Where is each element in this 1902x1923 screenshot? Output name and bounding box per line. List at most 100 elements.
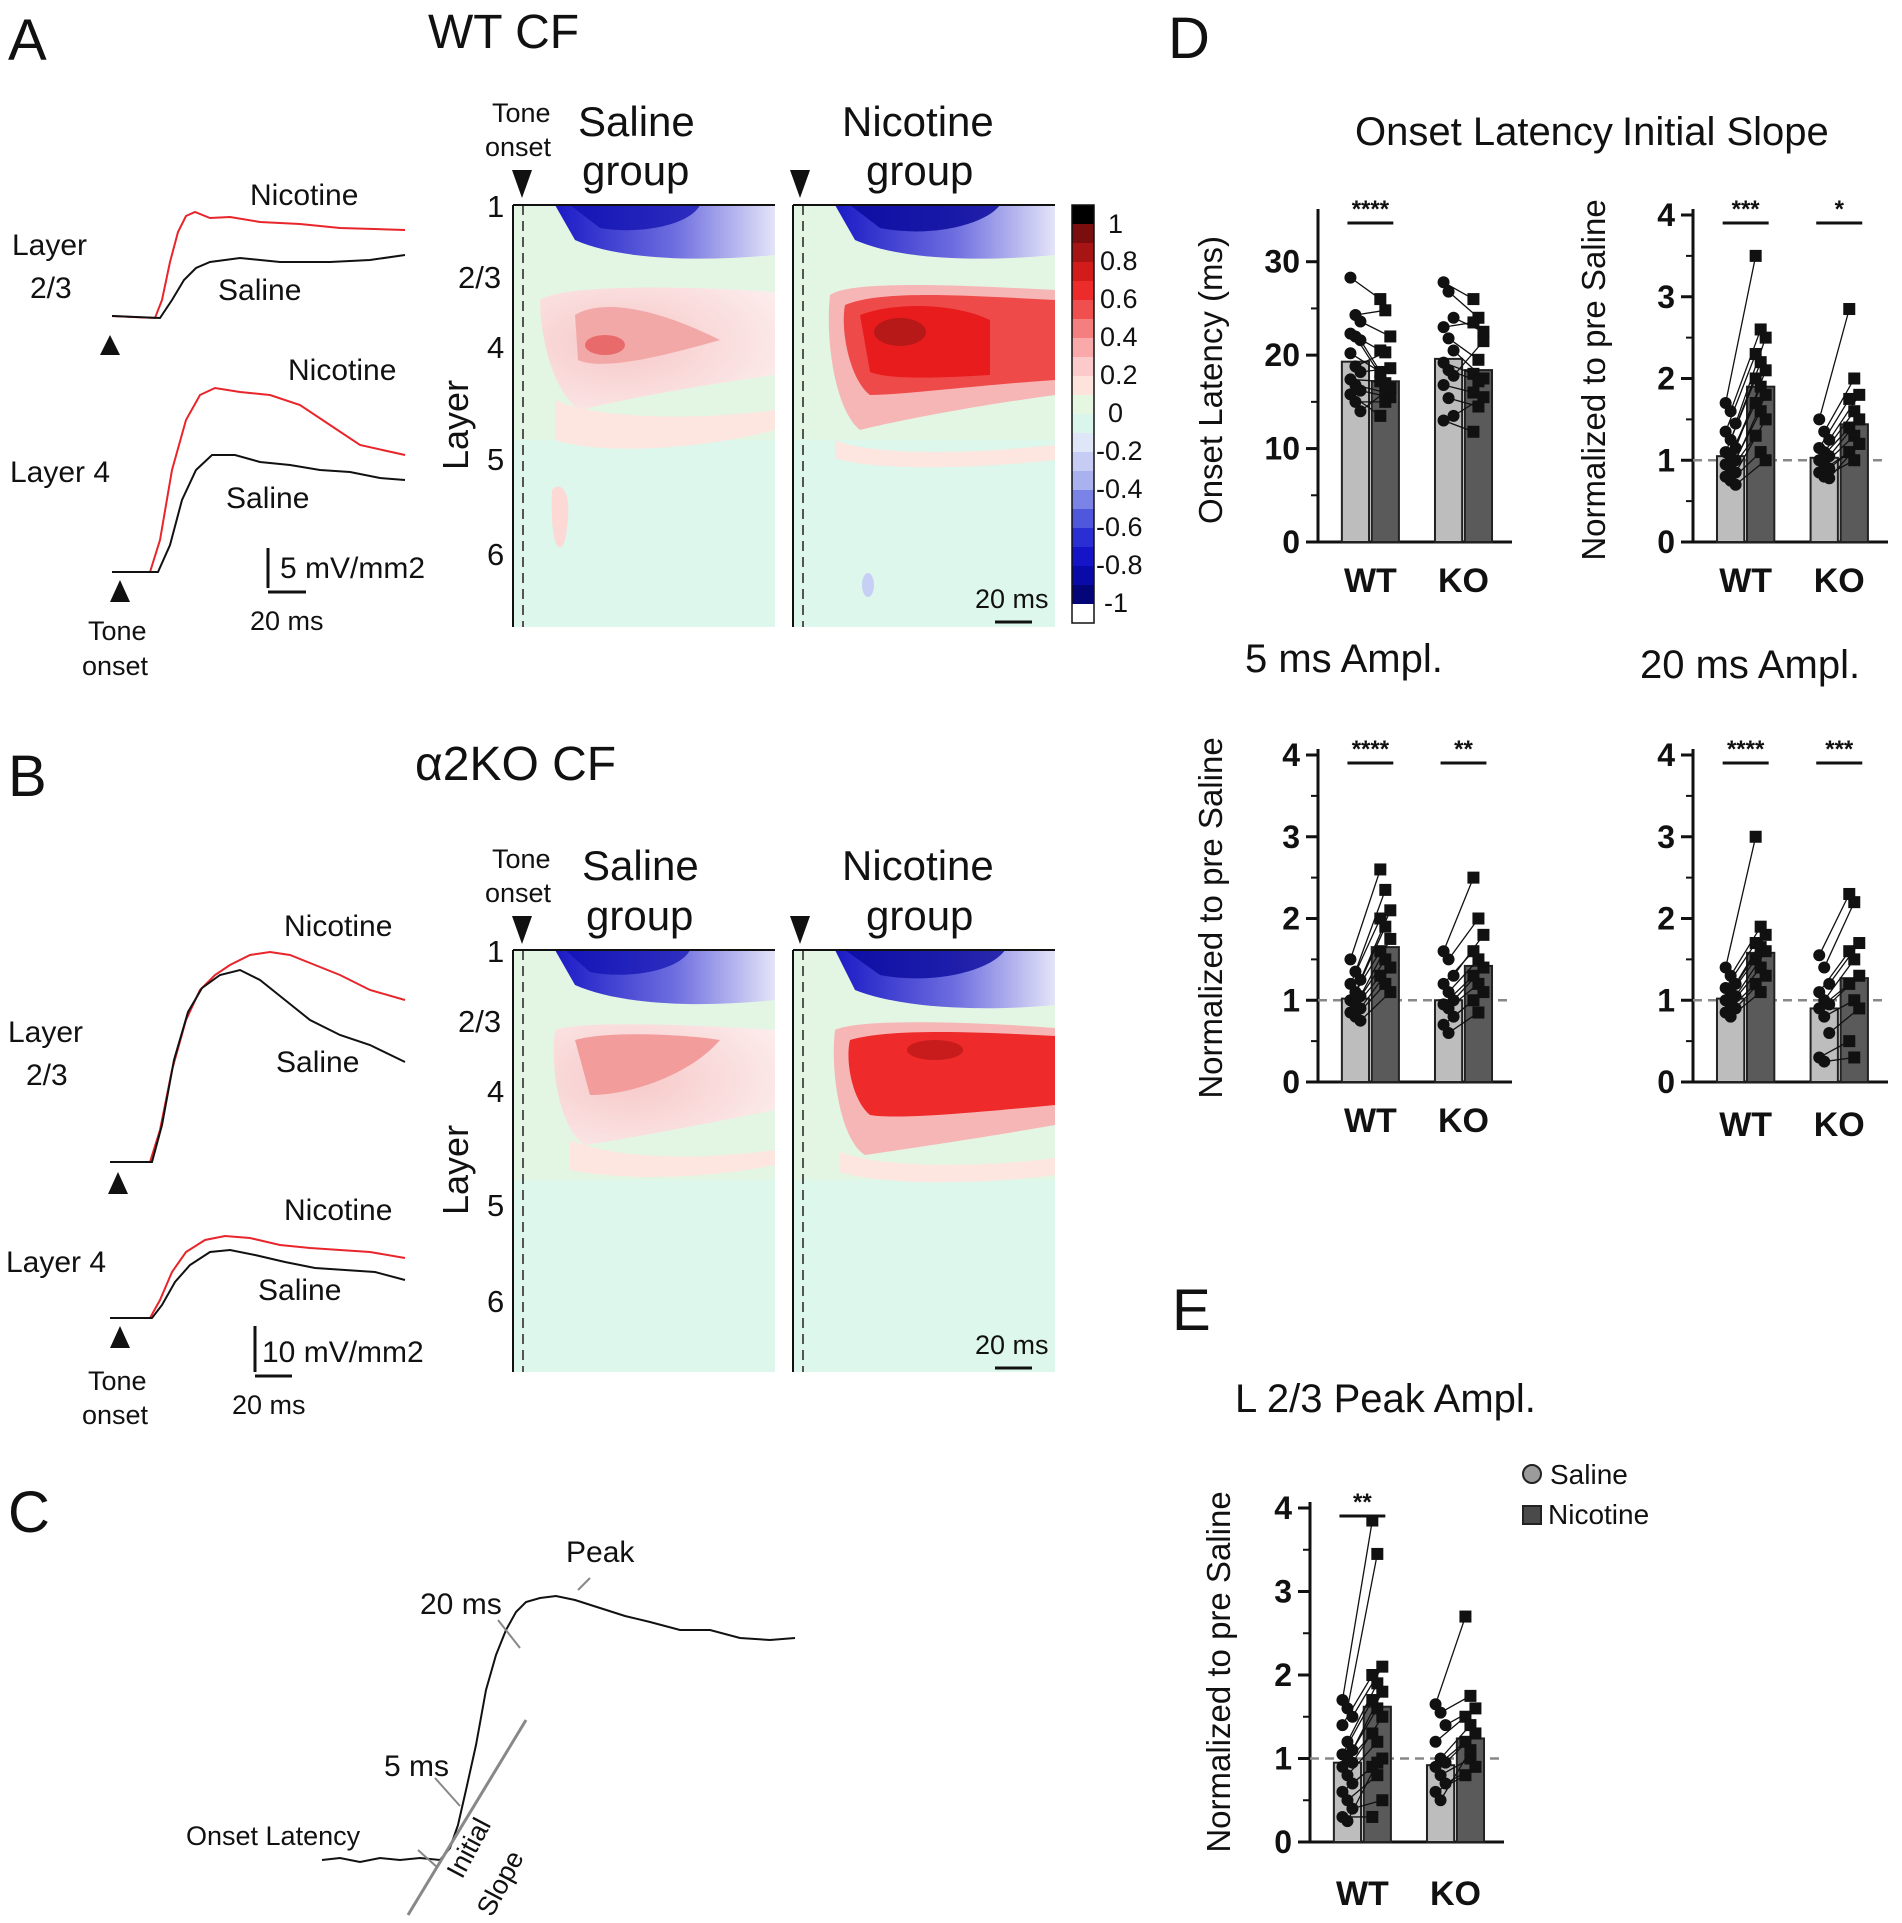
b-l4-nicotine-label: Nicotine <box>284 1194 392 1227</box>
point-saline <box>1818 1055 1831 1068</box>
a-heatmap-saline <box>512 204 775 627</box>
pair-line <box>1440 1749 1471 1801</box>
pair-line <box>1725 836 1757 968</box>
point-nicotine <box>1848 454 1861 467</box>
y-tick-label: 4 <box>1657 197 1675 233</box>
b-nicotine-group-line2: group <box>866 892 973 939</box>
point-nicotine <box>1384 362 1397 375</box>
pair-line <box>1730 967 1762 1005</box>
point-nicotine <box>1749 249 1762 262</box>
point-nicotine <box>1379 395 1392 408</box>
a-l23-nicotine-trace <box>111 210 406 320</box>
point-nicotine <box>1467 316 1480 329</box>
x-category-ko: KO <box>1438 562 1489 600</box>
point-nicotine <box>1759 413 1772 426</box>
point-nicotine <box>1853 388 1866 401</box>
pair-line <box>1818 893 1850 956</box>
b-l4-saline-label: Saline <box>258 1274 341 1307</box>
point-nicotine <box>1848 372 1861 385</box>
point-nicotine <box>1853 937 1866 950</box>
panel-letter-d: D <box>1168 6 1210 71</box>
pair-line <box>1823 958 1855 1001</box>
y-tick-label: 3 <box>1274 1574 1292 1610</box>
point-nicotine <box>1749 830 1762 843</box>
legend-saline-marker <box>1522 1464 1542 1484</box>
pair-line <box>1730 329 1762 412</box>
a-nicotine-group-line1: Nicotine <box>842 98 994 145</box>
cb-tick-m08: -0.8 <box>1096 550 1143 580</box>
point-nicotine <box>1472 400 1485 413</box>
pair-line <box>1724 255 1757 404</box>
pair-line <box>1341 1699 1373 1755</box>
legend-saline-label: Saline <box>1550 1459 1628 1490</box>
panel-letter-c: C <box>8 1480 50 1545</box>
point-saline <box>1447 344 1460 357</box>
panel-a-title: WT CF <box>428 6 579 59</box>
point-nicotine <box>1472 353 1485 366</box>
point-nicotine <box>1459 1610 1472 1623</box>
point-saline <box>1823 472 1836 485</box>
chart-title: 5 ms Ampl. <box>1245 637 1443 681</box>
c-example-trace <box>321 1594 796 1864</box>
a-layer-tick-1: 1 <box>487 189 504 224</box>
cb-tick-m06: -0.6 <box>1096 512 1143 542</box>
panel-b: B α2KO CF Layer 2/3 Nicotine Saline Laye… <box>6 738 1055 1430</box>
point-saline <box>1724 405 1737 418</box>
b-trace-layer23-line1: Layer <box>8 1016 83 1049</box>
point-saline <box>1437 414 1450 427</box>
point-nicotine <box>1472 375 1485 388</box>
pair-line <box>1341 1520 1373 1701</box>
a-tone-onset-line2: onset <box>82 651 149 681</box>
point-nicotine <box>1843 1035 1856 1048</box>
point-nicotine <box>1469 1727 1482 1740</box>
c-onset-latency-label: Onset Latency <box>186 1821 361 1851</box>
pair-line <box>1725 958 1757 1001</box>
point-saline <box>1729 478 1742 491</box>
significance-stars: ** <box>1353 1489 1372 1516</box>
point-nicotine <box>1853 1002 1866 1015</box>
b-layer-axis-title: Layer <box>435 1125 476 1215</box>
b-l23-saline-trace <box>110 968 406 1163</box>
b-layer-tick-23: 2/3 <box>458 1004 501 1039</box>
pair-line <box>1823 378 1855 432</box>
b-tone-onset-hm-line2: onset <box>485 878 552 908</box>
point-saline <box>1349 395 1362 408</box>
point-nicotine <box>1371 1735 1384 1748</box>
point-nicotine <box>1843 303 1856 316</box>
point-saline <box>1813 413 1826 426</box>
y-tick-label: 1 <box>1282 982 1300 1018</box>
y-tick-label: 1 <box>1274 1741 1292 1777</box>
point-nicotine <box>1376 1685 1389 1698</box>
point-saline <box>1447 311 1460 324</box>
chart-initial-slope: Initial Slope 0 1 2 3 4 Normalized to pre Sali… <box>1575 110 1888 600</box>
y-tick-label: 4 <box>1657 737 1675 773</box>
point-saline <box>1341 1815 1354 1828</box>
pair-line <box>1448 918 1479 960</box>
pair-line <box>1354 926 1386 993</box>
a-hm-tone-arrow-saline <box>512 170 532 198</box>
significance-stars: ** <box>1454 736 1473 763</box>
c-tick-5ms <box>434 1777 461 1807</box>
b-trace-layer23-line2: 2/3 <box>26 1059 68 1092</box>
cb-tick-06: 0.6 <box>1100 284 1138 314</box>
a-layer-tick-4: 4 <box>487 330 504 365</box>
point-saline <box>1344 953 1357 966</box>
a-l4-tone-arrow <box>110 580 130 602</box>
point-nicotine <box>1853 969 1866 982</box>
b-tone-onset-hm-line1: Tone <box>492 844 551 874</box>
cb-tick-m04: -0.4 <box>1096 474 1143 504</box>
b-l4-nicotine-trace <box>110 1234 406 1319</box>
legend-nicotine-label: Nicotine <box>1548 1499 1649 1530</box>
x-category-wt: WT <box>1344 562 1397 600</box>
y-tick-label: 3 <box>1657 279 1675 315</box>
a-nicotine-group-line2: group <box>866 147 973 194</box>
point-nicotine <box>1379 346 1392 359</box>
pair-line <box>1818 950 1850 993</box>
b-l4-saline-trace <box>110 1248 406 1319</box>
point-nicotine <box>1384 986 1397 999</box>
point-saline <box>1344 271 1357 284</box>
point-saline <box>1344 347 1357 360</box>
y-tick-label: 2 <box>1274 1657 1292 1693</box>
pair-line <box>1725 378 1757 453</box>
point-saline <box>1442 953 1455 966</box>
